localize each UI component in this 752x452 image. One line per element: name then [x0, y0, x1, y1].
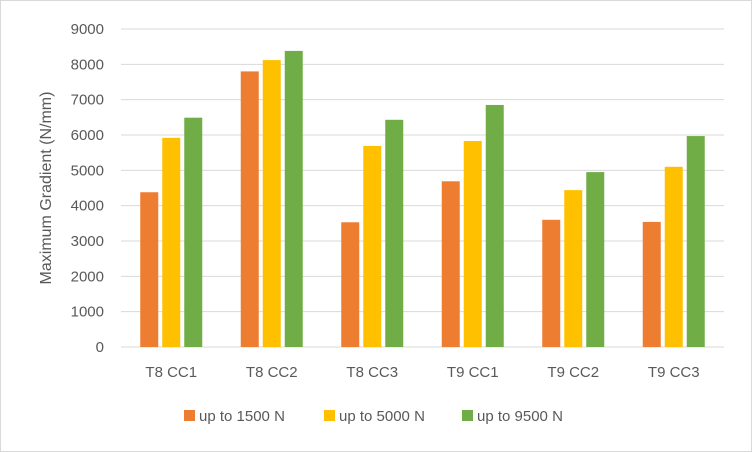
y-axis-title: Maximum Gradient (N/mm)	[38, 92, 55, 285]
bar	[463, 141, 482, 347]
bar	[686, 136, 705, 347]
bar	[564, 190, 583, 347]
legend-swatch	[462, 410, 473, 421]
bar	[162, 137, 181, 347]
bar	[240, 71, 259, 348]
legend-label: up to 9500 N	[477, 408, 563, 425]
legend-swatch	[184, 410, 195, 421]
gridlines	[121, 28, 724, 348]
x-tick-label: T8 CC1	[145, 364, 197, 381]
bar	[262, 60, 281, 348]
legend-label: up to 5000 N	[339, 408, 425, 425]
bar	[341, 222, 360, 347]
x-axis-ticks: T8 CC1 T8 CC2 T8 CC3 T9 CC1 T9 CC2 T9 CC3	[145, 364, 699, 381]
y-tick-label: 5000	[71, 162, 104, 179]
x-tick-label: T9 CC2	[547, 364, 599, 381]
bar	[642, 221, 661, 347]
bar	[385, 119, 404, 347]
y-tick-label: 6000	[71, 127, 104, 144]
y-tick-label: 4000	[71, 198, 104, 215]
bar	[284, 50, 303, 347]
bar	[485, 104, 504, 347]
x-tick-label: T8 CC3	[346, 364, 398, 381]
legend-label: up to 1500 N	[199, 408, 285, 425]
bar	[140, 192, 159, 347]
bar	[184, 117, 203, 347]
x-tick-label: T9 CC3	[648, 364, 700, 381]
y-tick-label: 2000	[71, 268, 104, 285]
y-axis-ticks: 0 1000 2000 3000 4000 5000 6000 7000 8000 9000	[71, 21, 104, 356]
bar	[664, 166, 683, 347]
legend: up to 1500 N up to 5000 N up to 9500 N	[184, 408, 563, 425]
y-tick-label: 0	[96, 339, 104, 356]
bar	[586, 172, 605, 347]
y-tick-label: 1000	[71, 304, 104, 321]
bar	[542, 219, 561, 347]
bar	[363, 145, 382, 347]
y-tick-label: 8000	[71, 56, 104, 73]
legend-swatch	[324, 410, 335, 421]
y-tick-label: 3000	[71, 233, 104, 250]
y-tick-label: 7000	[71, 92, 104, 109]
x-tick-label: T8 CC2	[246, 364, 298, 381]
bar	[441, 181, 460, 347]
x-tick-label: T9 CC1	[447, 364, 499, 381]
bars	[140, 50, 705, 348]
y-tick-label: 9000	[71, 21, 104, 38]
